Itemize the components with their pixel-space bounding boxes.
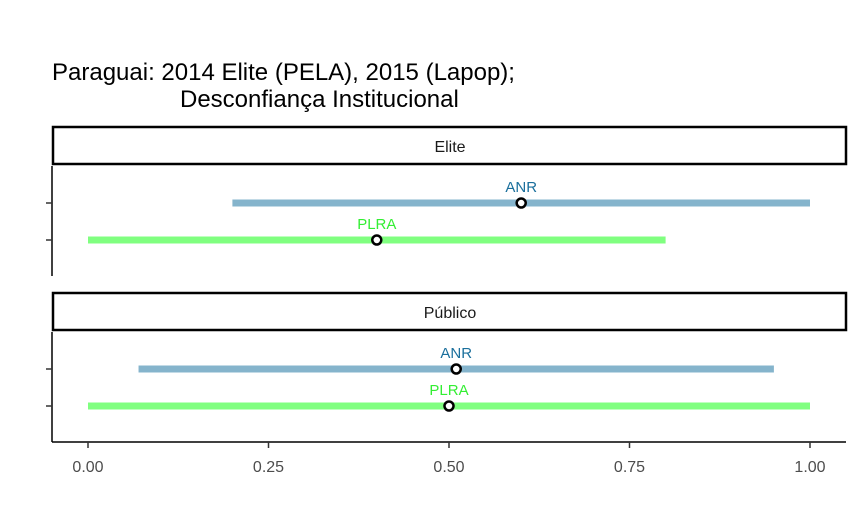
panel-strip-elite — [51, 125, 848, 166]
x-tick-label: 0.25 — [253, 459, 284, 476]
x-tick-label: 0.75 — [614, 459, 645, 476]
mean-point-elite-plra — [371, 234, 383, 246]
chart-title-line1: Paraguai: 2014 Elite (PELA), 2015 (Lapop… — [52, 59, 515, 86]
chart-title-line2: Desconfiança Institucional — [180, 86, 459, 113]
mean-point-publico-plra — [443, 400, 455, 412]
panel-publico: Público ANR PLRA — [46, 291, 848, 442]
x-tick-label: 0.50 — [433, 459, 464, 476]
x-axis: 0.00 0.25 0.50 0.75 1.00 — [52, 441, 846, 476]
panel-strip-label-elite: Elite — [434, 139, 465, 156]
x-tick-label: 1.00 — [794, 459, 825, 476]
x-tick-label: 0.00 — [72, 459, 103, 476]
mean-point-elite-anr — [515, 197, 527, 209]
point-label-publico-anr: ANR — [440, 345, 472, 362]
point-label-elite-anr: ANR — [505, 179, 537, 196]
panel-marks-elite: ANR PLRA — [46, 179, 810, 246]
point-label-elite-plra: PLRA — [357, 216, 396, 233]
panel-elite: Elite ANR PLRA — [46, 125, 848, 276]
panel-marks-publico: ANR PLRA — [46, 345, 810, 412]
panel-strip-label-publico: Público — [424, 305, 477, 322]
mean-point-publico-anr — [450, 363, 462, 375]
panel-strip-publico — [51, 291, 848, 332]
point-label-publico-plra: PLRA — [429, 382, 468, 399]
